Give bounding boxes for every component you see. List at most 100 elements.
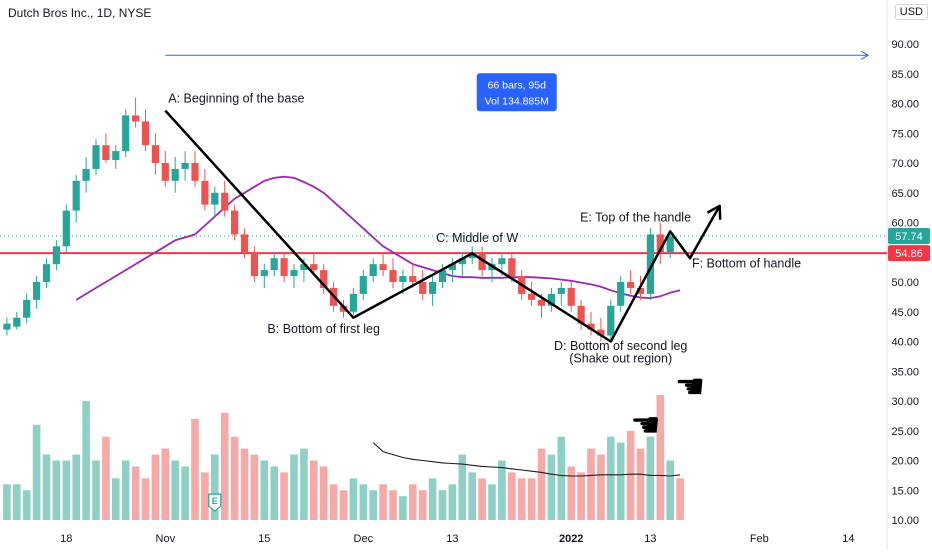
time-tick-label: Feb [750,533,769,545]
candle-body [399,276,407,282]
volume-bar [300,448,308,520]
volume-bar [666,460,674,520]
pattern-label: C: Middle of W [436,231,518,245]
candle-body [42,264,51,282]
price-tick-label: 70.00 [891,158,919,170]
volume-bar [141,478,150,520]
volume-bar [112,478,120,520]
volume-tick-label: 25.00 [891,426,919,438]
volume-bar [478,478,486,520]
volume-bar [636,448,645,520]
volume-bar [250,454,259,520]
volume-bar [646,436,655,520]
candle-body [191,163,199,181]
volume-ma-line [372,442,681,477]
pattern-label: E: Top of the handle [580,210,691,224]
candle-body [359,276,367,294]
candle-body [607,305,615,336]
candle-body [122,115,130,152]
price-ma-line [75,175,681,301]
pattern-label: F: Bottom of handle [692,257,801,271]
volume-bar [260,460,269,520]
hand-pointer-icon: ☚ [675,368,705,406]
measure-info-text: Vol 134.885M [485,95,549,107]
candle-body [478,252,486,271]
volume-tick-label: 15.00 [891,485,919,497]
horizontal-line[interactable] [0,235,887,255]
measure-tool[interactable]: 66 bars, 95d Vol 134.885M [165,50,870,112]
candle-body [656,234,664,253]
candle-body [33,282,41,300]
volume-bar [626,430,635,520]
candle-body [231,210,239,235]
volume-bar [488,484,496,520]
volume-bar [409,484,417,520]
candle-body [300,264,308,271]
candle-body [52,246,60,265]
time-tick-label: 18 [60,533,72,545]
volume-bar [211,454,219,520]
time-tick-label: 13 [644,533,656,545]
volume-bar [171,460,179,520]
price-tick-label: 45.00 [891,307,919,319]
measure-arrowhead [860,50,870,60]
candle-body [498,258,506,265]
volume-bar [339,490,348,520]
volume-bar [92,460,100,520]
volume-bars [3,395,684,520]
candle-body [221,192,229,211]
candle-body [577,305,585,324]
volume-bar [537,448,546,520]
candle-body [369,264,377,277]
candle-body [389,270,397,282]
candle-body [102,145,110,161]
price-tick-label: 80.00 [891,99,919,111]
pattern-label: D: Bottom of second leg [554,339,687,353]
time-axis[interactable]: 18 Nov 15 Dec 13 2022 13 Feb 14 [60,533,854,545]
candle-body [132,115,140,122]
time-tick-label: 15 [258,533,270,545]
price-axis[interactable]: 90.0085.0080.0075.0070.0065.0060.0055.00… [891,39,919,527]
time-tick-label: Nov [156,533,176,545]
currency-button[interactable]: USD [894,4,928,20]
price-tick-label: 40.00 [891,337,919,349]
candle-body [270,258,278,271]
volume-bar [616,442,625,520]
hand-pointer-icon: ☚ [630,407,660,445]
volume-tick-label: 35.00 [891,366,919,378]
price-moving-average [75,175,681,301]
candle-body [92,145,100,169]
volume-bar [438,490,447,520]
volume-bar [310,460,318,520]
volume-bar [290,454,298,520]
volume-bar [82,401,90,520]
price-tick-label: 50.00 [891,277,919,289]
volume-bar [151,454,160,520]
candle-body [250,252,258,277]
price-tick-label: 65.00 [891,188,919,200]
volume-bar [131,466,140,520]
volume-bar [517,478,526,520]
candle-body [567,287,575,306]
candle-body [646,234,654,294]
breakout-arrowhead [706,204,722,220]
candle-body [201,180,209,205]
measure-info-text: 66 bars, 95d [488,79,547,91]
volume-bar [498,460,506,520]
volume-bar [389,490,397,520]
volume-tick-label: 20.00 [891,456,919,468]
earnings-label: E [212,496,218,506]
time-tick-label: 13 [446,533,458,545]
candle-body [429,282,437,294]
price-labels: 57.74 54.86 [888,227,930,262]
candle-body [240,234,249,253]
volume-bar [577,472,585,520]
w-pattern-drawing[interactable] [164,109,722,343]
w-pattern-line [164,109,721,343]
volume-tick-label: 10.00 [891,515,919,527]
pattern-label: (Shake out region) [569,351,672,365]
last-price-label: 57.74 [895,231,923,243]
candle-body [508,258,516,277]
